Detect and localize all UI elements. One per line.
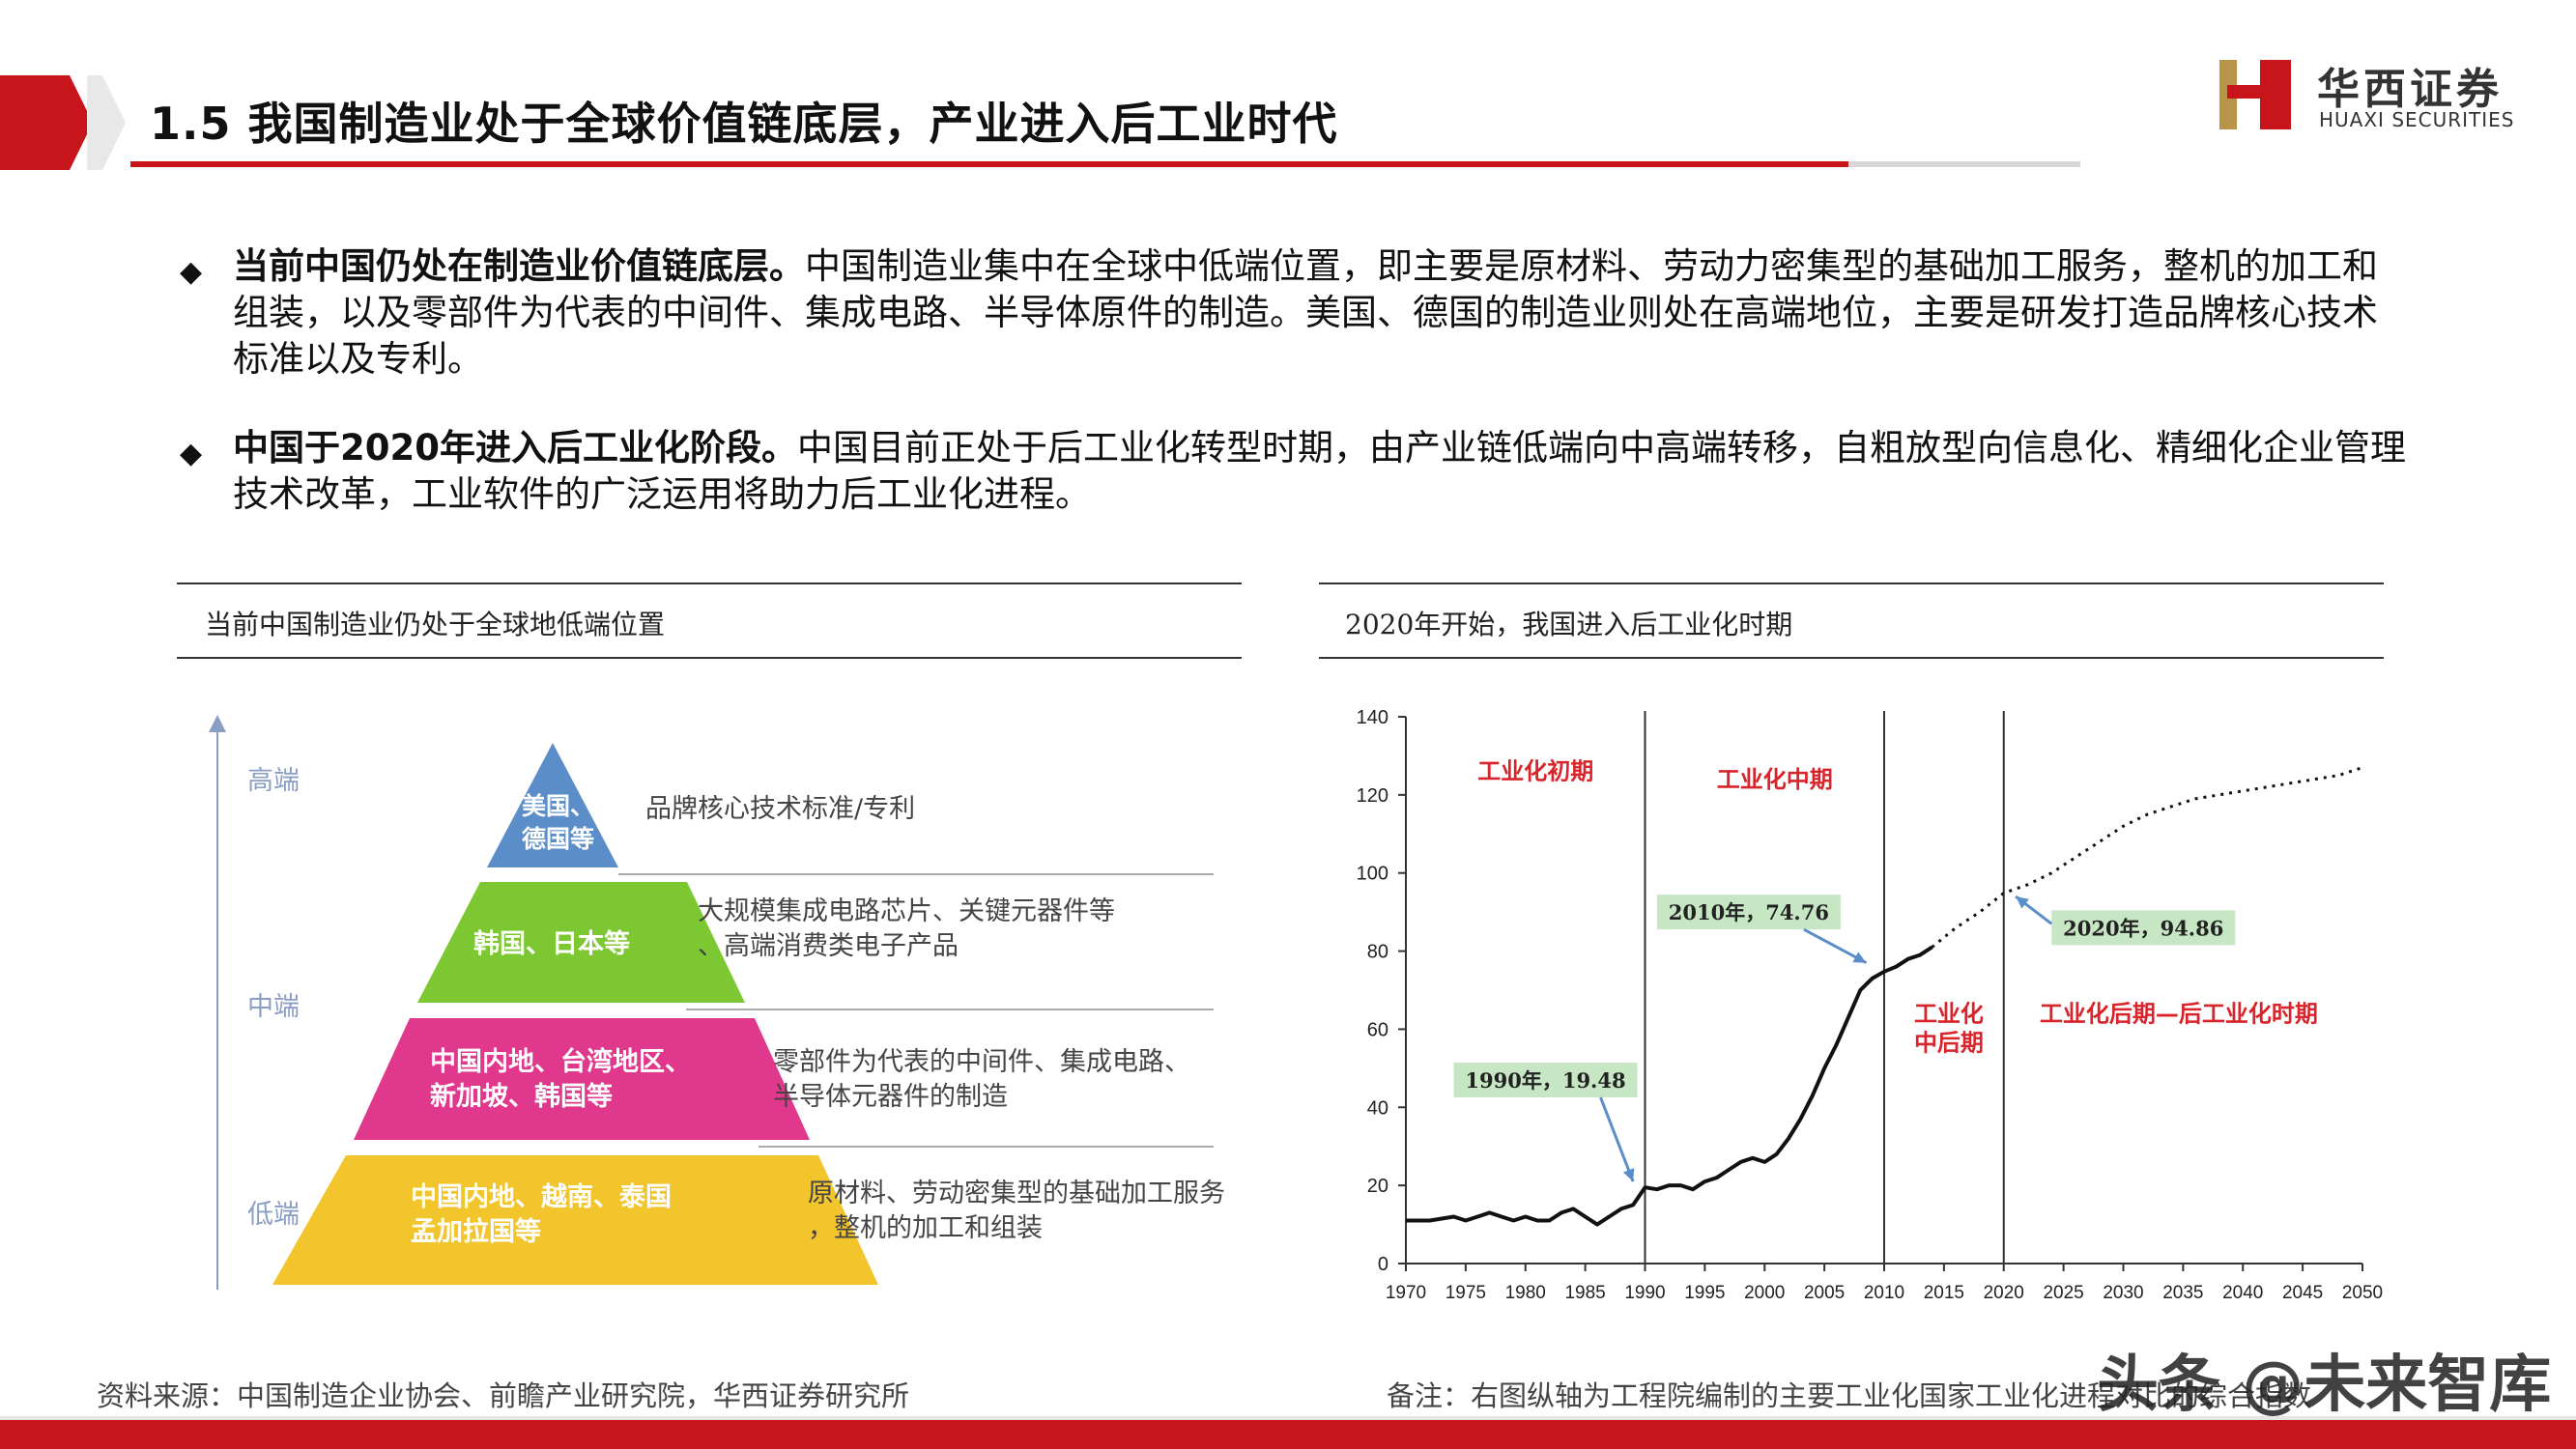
level-label-high: 高端 xyxy=(247,766,300,796)
y-tick-label: 140 xyxy=(1357,707,1388,728)
left-panel-bottom-rule xyxy=(177,657,1242,659)
bullet-body-1: 中国制造业集中在全球中低端位置，即主要是原材料、劳动力密集型的基础加工服务，整机… xyxy=(233,245,2378,380)
x-tick-label: 1985 xyxy=(1564,1283,1605,1303)
x-tick-label: 1995 xyxy=(1684,1283,1725,1303)
footer-note: 备注：右图纵轴为工程院编制的主要工业化国家工业化进程对比的综合指数 xyxy=(1387,1379,2312,1412)
level-label-low: 低端 xyxy=(247,1200,300,1230)
tier-desc-3: 零部件为代表的中间件、集成电路、 半导体元器件的制造 xyxy=(773,1047,1190,1112)
annotation-box xyxy=(2051,910,2236,946)
logo-text-en: HUAXI SECURITIES xyxy=(2319,108,2515,131)
phase-label: 工业化后期—后工业化时期 xyxy=(2040,999,2318,1027)
x-tick-label: 1970 xyxy=(1386,1283,1426,1303)
bullet-lead-2: 中国于2020年进入后工业化阶段。 xyxy=(233,427,797,469)
x-tick-label: 2050 xyxy=(2342,1283,2383,1303)
title-underline-red xyxy=(130,161,1848,167)
annotation-box xyxy=(1656,895,1841,930)
x-tick-label: 2040 xyxy=(2222,1283,2263,1303)
footer-bar xyxy=(0,1420,2576,1449)
pyramid-tier-bottom xyxy=(272,1155,878,1285)
watermark-text: 头条 @未来智库 xyxy=(2097,1350,2552,1421)
huaxi-logo-icon xyxy=(2219,60,2291,129)
tier-desc-bottom: 原材料、劳动密集型的基础加工服务 ，整机的加工和组装 xyxy=(808,1179,1225,1243)
series-line-projected xyxy=(1931,766,2363,949)
right-panel-bottom-rule xyxy=(1319,657,2384,659)
right-panel-top-rule xyxy=(1319,582,2384,584)
x-tick-label: 2015 xyxy=(1924,1283,1964,1303)
page-title: 1.5 我国制造业处于全球价值链底层，产业进入后工业时代 xyxy=(150,98,1338,150)
annotation-label: 2020年，94.86 xyxy=(2063,916,2223,940)
tier-label-top: 美国、 德国等 xyxy=(522,792,595,853)
tier-separator xyxy=(686,1009,1214,1010)
phase-label: 工业化中期 xyxy=(1717,765,1833,793)
y-tick-label: 60 xyxy=(1367,1019,1388,1040)
title-accent-tab-shadow xyxy=(87,75,126,170)
x-tick-label: 1990 xyxy=(1624,1283,1665,1303)
annotation-arrowhead-icon xyxy=(1852,952,1867,963)
pyramid-tier-2 xyxy=(417,882,745,1003)
x-tick-label: 2010 xyxy=(1864,1283,1904,1303)
tier-label-3: 中国内地、台湾地区、 新加坡、韩国等 xyxy=(430,1047,691,1112)
tier-separator xyxy=(758,1146,1214,1148)
y-tick-label: 120 xyxy=(1357,785,1388,807)
y-tick-label: 0 xyxy=(1378,1254,1388,1275)
y-tick-label: 20 xyxy=(1367,1176,1388,1197)
bullet-text-1: 当前中国仍处在制造业价值链底层。中国制造业集中在全球中低端位置，即主要是原材料、… xyxy=(233,243,2407,383)
title-accent-tab xyxy=(0,75,93,170)
x-tick-label: 2000 xyxy=(1744,1283,1785,1303)
annotation-box xyxy=(1453,1062,1638,1097)
x-tick-label: 2045 xyxy=(2282,1283,2323,1303)
phase-label: 工业化初期 xyxy=(1477,757,1593,785)
tier-label-bottom: 中国内地、越南、泰国 孟加拉国等 xyxy=(411,1182,672,1247)
logo-text-cn: 华西证券 xyxy=(2317,65,2503,114)
pyramid-tier-top xyxy=(487,743,618,867)
left-panel-top-rule xyxy=(177,582,1242,584)
x-tick-label: 1980 xyxy=(1505,1283,1546,1303)
series-line-actual xyxy=(1406,945,1933,1227)
diamond-bullet-icon: ◆ xyxy=(180,437,203,470)
level-axis-arrow-icon xyxy=(209,715,226,1290)
x-tick-label: 2020 xyxy=(1984,1283,2024,1303)
y-tick-label: 80 xyxy=(1367,942,1388,963)
annotation-label: 2010年，74.76 xyxy=(1669,900,1829,924)
footer-source: 资料来源：中国制造企业协会、前瞻产业研究院，华西证券研究所 xyxy=(97,1379,910,1412)
y-tick-label: 100 xyxy=(1357,864,1388,885)
bullet-body-2: 中国目前正处于后工业化转型时期，由产业链低端向中高端转移，自粗放型向信息化、精细… xyxy=(233,427,2406,515)
bullet-lead-1: 当前中国仍处在制造业价值链底层。 xyxy=(233,245,805,287)
annotation-arrowhead-icon xyxy=(2016,896,2029,909)
diamond-bullet-icon: ◆ xyxy=(180,255,203,289)
tier-separator xyxy=(618,873,1214,875)
annotation-arrow xyxy=(1599,1096,1635,1182)
tier-label-2: 韩国、日本等 xyxy=(473,929,630,959)
x-tick-label: 2005 xyxy=(1804,1283,1845,1303)
right-panel-title: 2020年开始，我国进入后工业化时期 xyxy=(1345,609,1793,640)
title-underline-grey xyxy=(1848,161,2080,167)
y-tick-label: 40 xyxy=(1367,1097,1388,1119)
value-chain-pyramid xyxy=(272,743,878,1285)
footer-bar-highlight xyxy=(0,1416,2576,1420)
left-panel-title: 当前中国制造业仍处于全球地低端位置 xyxy=(205,609,666,640)
pyramid-tier-3 xyxy=(354,1018,810,1140)
x-tick-label: 2030 xyxy=(2103,1283,2143,1303)
phase-label: 中后期 xyxy=(1914,1028,1984,1056)
level-label-mid: 中端 xyxy=(247,992,300,1022)
tier-desc-2: 大规模集成电路芯片、关键元器件等 、高端消费类电子产品 xyxy=(698,896,1115,961)
x-tick-label: 1975 xyxy=(1445,1283,1486,1303)
phase-label: 工业化 xyxy=(1914,999,1984,1027)
annotation-arrowhead-icon xyxy=(1622,1168,1635,1182)
x-tick-label: 2025 xyxy=(2043,1283,2083,1303)
annotation-label: 1990年，19.48 xyxy=(1465,1068,1625,1093)
x-tick-label: 2035 xyxy=(2162,1283,2203,1303)
bullet-text-2: 中国于2020年进入后工业化阶段。中国目前正处于后工业化转型时期，由产业链低端向… xyxy=(233,425,2407,518)
tier-desc-top: 品牌核心技术标准/专利 xyxy=(645,794,916,824)
